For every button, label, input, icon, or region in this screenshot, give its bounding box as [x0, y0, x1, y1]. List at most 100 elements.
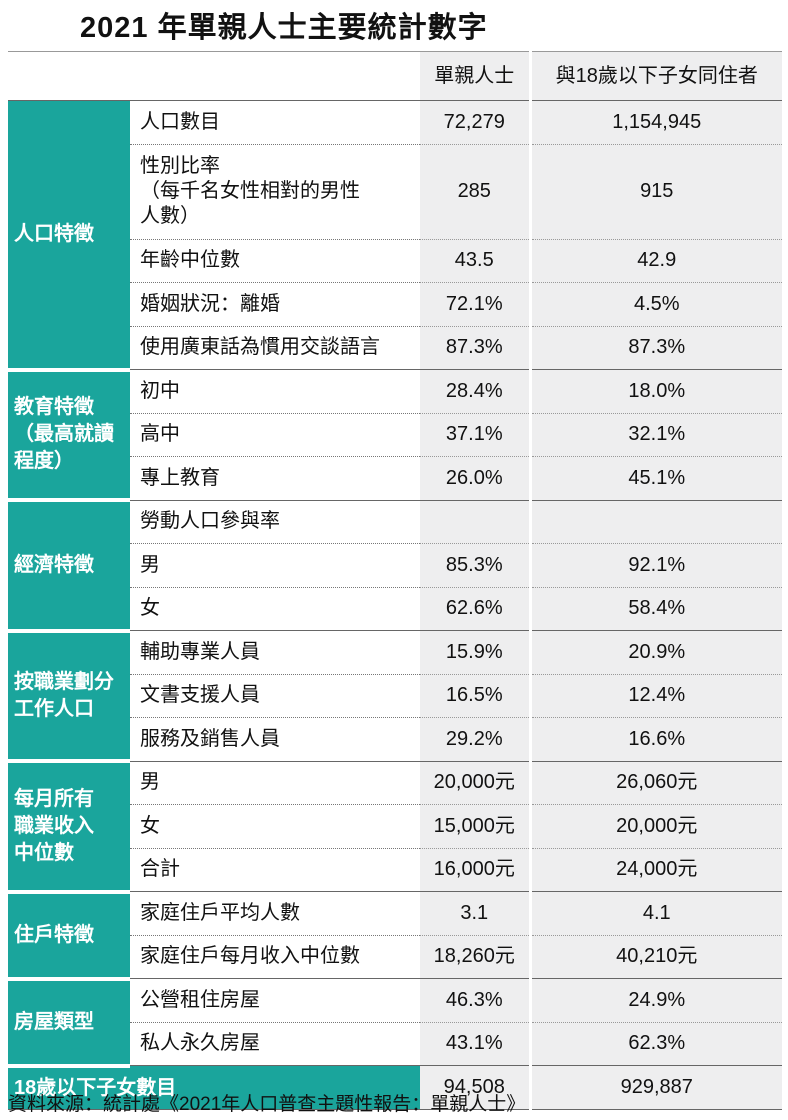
value-cell: 3.1 [420, 891, 532, 936]
header-row: 單親人士 與18歲以下子女同住者 [8, 51, 782, 101]
blank-cell [8, 51, 130, 101]
stats-table: 單親人士 與18歲以下子女同住者 人口特徵 人口數目 72,279 1,154,945 性別… [8, 51, 782, 1110]
table-row: 專上教育 26.0% 45.1% [8, 456, 782, 501]
table-row: 女 15,000元 20,000元 [8, 804, 782, 849]
value-cell: 18,260元 [420, 935, 532, 979]
table-row: 高中 37.1% 32.1% [8, 413, 782, 457]
value-cell: 26,060元 [530, 761, 782, 805]
row-label: 男 [130, 543, 420, 588]
row-label: 服務及銷售人員 [130, 717, 420, 762]
row-label: 高中 [130, 413, 420, 457]
table-row: 人口特徵 人口數目 72,279 1,154,945 [8, 100, 782, 372]
value-cell: 24.9% [530, 978, 782, 1023]
column-header: 單親人士 [420, 51, 532, 101]
row-label: 女 [130, 587, 420, 631]
value-cell: 16.6% [530, 717, 782, 762]
column-header: 與18歲以下子女同住者 [530, 51, 782, 101]
value-cell: 4.5% [530, 282, 782, 327]
value-cell: 94,508 [420, 1065, 532, 1110]
value-cell [530, 500, 782, 544]
value-cell: 87.3% [530, 326, 782, 370]
row-label: 家庭住戶平均人數 [130, 891, 420, 936]
value-cell: 85.3% [420, 543, 532, 588]
row-label: 初中 [130, 369, 420, 414]
table-row: 文書支援人員 16.5% 12.4% [8, 674, 782, 718]
value-cell: 20,000元 [420, 761, 532, 805]
group-label: 經濟特徵 [8, 500, 130, 633]
value-cell: 46.3% [420, 978, 532, 1023]
value-cell: 16,000元 [420, 848, 532, 892]
value-cell: 40,210元 [530, 935, 782, 979]
value-cell: 45.1% [530, 456, 782, 501]
table-row: 房屋類型 公營租住房屋 46.3% 24.9% [8, 978, 782, 1068]
value-cell: 29.2% [420, 717, 532, 762]
table-row: 婚姻狀況：離婚 72.1% 4.5% [8, 282, 782, 327]
table-row: 按職業劃分 工作人口 輔助專業人員 15.9% 20.9% [8, 630, 782, 763]
group-label: 教育特徵 （最高就讀 程度） [8, 369, 130, 502]
table-row: 年齡中位數 43.5 42.9 [8, 239, 782, 283]
row-label: 男 [130, 761, 420, 805]
value-cell: 26.0% [420, 456, 532, 501]
value-cell: 15,000元 [420, 804, 532, 849]
value-cell: 62.3% [530, 1022, 782, 1066]
row-label: 使用廣東話為慣用交談語言 [130, 326, 420, 370]
value-cell: 72,279 [420, 100, 532, 145]
table-row: 經濟特徵 勞動人口參與率 [8, 500, 782, 633]
table-row: 服務及銷售人員 29.2% 16.6% [8, 717, 782, 762]
table-row: 私人永久房屋 43.1% 62.3% [8, 1022, 782, 1066]
row-label: 輔助專業人員 [130, 630, 420, 675]
value-cell [420, 500, 532, 544]
value-cell: 43.1% [420, 1022, 532, 1066]
value-cell: 43.5 [420, 239, 532, 283]
row-label: 婚姻狀況：離婚 [130, 282, 420, 327]
table-row: 每月所有 職業收入 中位數男 20,000元 26,060元 [8, 761, 782, 894]
row-label: 專上教育 [130, 456, 420, 501]
row-label: 私人永久房屋 [130, 1022, 420, 1066]
row-label: 性別比率 （每千名女性相對的男性 人數） [130, 144, 420, 240]
value-cell: 28.4% [420, 369, 532, 414]
value-cell: 18.0% [530, 369, 782, 414]
value-cell: 32.1% [530, 413, 782, 457]
value-cell: 929,887 [530, 1065, 782, 1110]
value-cell: 15.9% [420, 630, 532, 675]
value-cell: 62.6% [420, 587, 532, 631]
row-label: 家庭住戶每月收入中位數 [130, 935, 420, 979]
value-cell: 1,154,945 [530, 100, 782, 145]
row-label: 公營租住房屋 [130, 978, 420, 1023]
blank-cell [130, 51, 420, 101]
group-label: 按職業劃分 工作人口 [8, 630, 130, 763]
row-label: 人口數目 [130, 100, 420, 145]
group-label: 人口特徵 [8, 100, 130, 372]
row-label: 女 [130, 804, 420, 849]
table-row: 合計 16,000元 24,000元 [8, 848, 782, 892]
source-note: 資料來源：統計處《2021年人口普查主題性報告：單親人士》 [8, 1094, 526, 1115]
table-row: 女 62.6% 58.4% [8, 587, 782, 631]
row-label: 勞動人口參與率 [130, 500, 420, 544]
value-cell: 58.4% [530, 587, 782, 631]
value-cell: 87.3% [420, 326, 532, 370]
value-cell: 37.1% [420, 413, 532, 457]
value-cell: 72.1% [420, 282, 532, 327]
value-cell: 4.1 [530, 891, 782, 936]
footer-label: 18歲以下子女數目 [8, 1065, 420, 1110]
group-label: 每月所有 職業收入 中位數 [8, 761, 130, 894]
value-cell: 285 [420, 144, 532, 240]
title: 2021 年單親人士主要統計數字 [80, 12, 488, 44]
row-label: 合計 [130, 848, 420, 892]
group-label: 住戶特徵 [8, 891, 130, 981]
table-row: 教育特徵 （最高就讀 程度） 初中 28.4% 18.0% [8, 369, 782, 502]
value-cell: 42.9 [530, 239, 782, 283]
value-cell: 92.1% [530, 543, 782, 588]
table-row: 性別比率 （每千名女性相對的男性 人數） 285 915 [8, 144, 782, 240]
table-row: 住戶特徵 家庭住戶平均人數 3.1 4.1 [8, 891, 782, 981]
row-label: 文書支援人員 [130, 674, 420, 718]
value-cell: 24,000元 [530, 848, 782, 892]
table-row: 家庭住戶每月收入中位數 18,260元 40,210元 [8, 935, 782, 979]
value-cell: 20,000元 [530, 804, 782, 849]
value-cell: 915 [530, 144, 782, 240]
row-label: 年齡中位數 [130, 239, 420, 283]
group-label: 房屋類型 [8, 978, 130, 1068]
table-row: 男 85.3% 92.1% [8, 543, 782, 588]
footer-row: 18歲以下子女數目 94,508 929,887 [8, 1065, 782, 1110]
